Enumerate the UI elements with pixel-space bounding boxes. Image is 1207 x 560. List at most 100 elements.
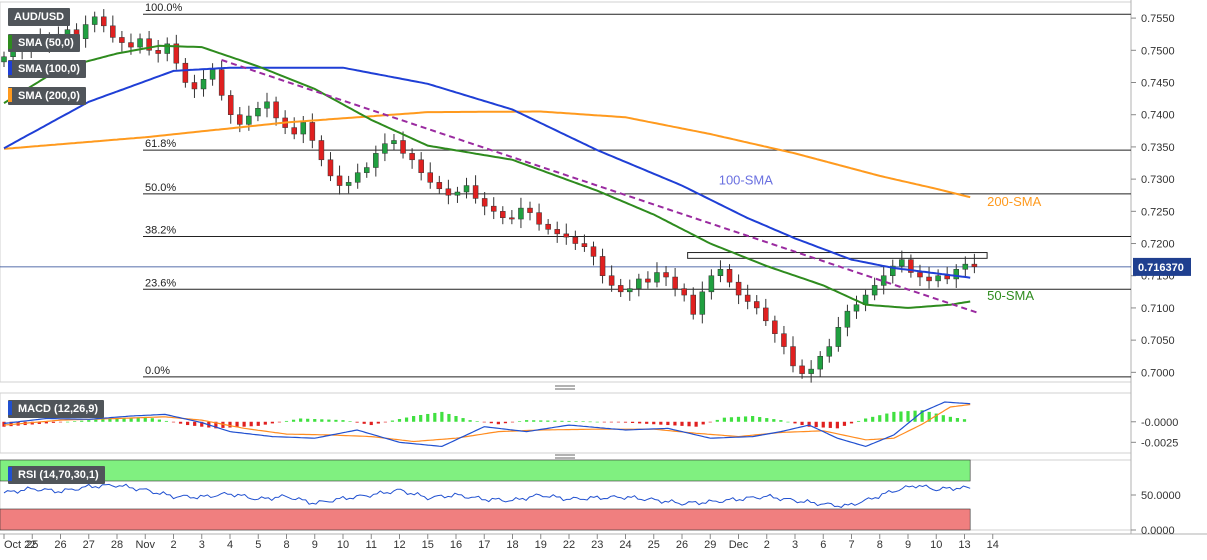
macd-histogram-bar: [623, 421, 628, 423]
candle-body: [835, 327, 842, 347]
x-tick-label: 12: [393, 539, 405, 551]
macd-histogram-bar: [397, 419, 402, 422]
x-tick-label: 25: [26, 539, 38, 551]
candle-body: [581, 243, 588, 247]
macd-histogram-bar: [334, 419, 338, 422]
instrument-label[interactable]: AUD/USD: [8, 8, 71, 26]
rsi-swatch: [8, 467, 12, 482]
resistance-zone: [687, 252, 988, 259]
candle-body: [218, 69, 225, 96]
x-tick-label: 15: [422, 539, 434, 551]
candle-body: [409, 153, 415, 161]
candle-body: [191, 82, 198, 90]
sma-annotation: 200-SMA: [987, 194, 1042, 209]
x-tick-label: 13: [958, 539, 970, 551]
x-tick-label: 4: [227, 539, 233, 551]
candle-body: [173, 43, 180, 64]
macd-histogram-bar: [164, 420, 169, 422]
macd-label[interactable]: MACD (12,26,9): [8, 400, 105, 418]
macd-histogram-bar: [758, 417, 762, 422]
macd-histogram-bar: [193, 421, 197, 426]
macd-histogram-bar: [419, 414, 423, 422]
macd-histogram-bar: [920, 410, 924, 422]
price-tick-label: 0.7050: [1141, 335, 1175, 347]
candle-body: [590, 246, 597, 257]
macd-histogram-bar: [270, 421, 274, 424]
macd-histogram-bar: [821, 421, 825, 428]
candle-body: [255, 108, 261, 117]
candle-body: [300, 122, 307, 135]
price-tick-label: 0.7250: [1141, 206, 1175, 218]
macd-histogram-bar: [284, 420, 289, 422]
fib-level-label: 23.6%: [145, 277, 176, 289]
macd-histogram-bar: [94, 419, 98, 422]
sma200-label[interactable]: SMA (200,0): [8, 87, 86, 105]
rsi-line: [3, 483, 971, 508]
macd-histogram-bar: [489, 421, 493, 424]
macd-histogram-bar: [249, 421, 253, 427]
macd-histogram-bar: [751, 416, 755, 422]
candle-body: [763, 307, 769, 322]
rsi-oversold-zone: [0, 508, 971, 531]
sma50-label[interactable]: SMA (50,0): [8, 34, 80, 52]
macd-histogram-bar: [814, 421, 818, 428]
candle-body: [563, 233, 570, 238]
macd-histogram-bar: [482, 421, 486, 423]
candle-body: [309, 122, 316, 141]
sma-annotation: 50-SMA: [987, 288, 1034, 303]
candle-body: [101, 16, 107, 27]
x-tick-label: 2: [170, 539, 176, 551]
macd-histogram-bar: [701, 421, 705, 425]
candle-body: [146, 38, 152, 51]
x-tick-label: 3: [792, 539, 798, 551]
macd-histogram-bar: [214, 421, 218, 429]
macd-histogram-bar: [369, 421, 373, 426]
macd-histogram-bar: [616, 421, 621, 423]
macd-histogram-bar: [743, 416, 748, 422]
candle-body: [182, 62, 189, 83]
macd-histogram-bar: [87, 420, 91, 422]
candle-body: [871, 285, 878, 296]
macd-histogram-bar: [546, 420, 550, 422]
macd-histogram-bar: [383, 421, 387, 423]
macd-tick-label: -0.0025: [1141, 437, 1178, 449]
candle-body: [808, 368, 814, 374]
candle-body: [690, 294, 696, 315]
candle-body: [527, 207, 533, 213]
macd-histogram-bar: [694, 421, 698, 427]
macd-histogram-bar: [73, 421, 77, 422]
fib-level-label: 100.0%: [145, 2, 183, 14]
candle-body: [291, 127, 297, 135]
price-tick-label: 0.7300: [1141, 174, 1175, 186]
macd-histogram-bar: [715, 419, 719, 422]
candle-body: [735, 281, 742, 296]
price-tick-label: 0.7100: [1141, 303, 1175, 315]
rsi-label[interactable]: RSI (14,70,30,1): [8, 466, 105, 484]
rsi-overbought-zone: [0, 459, 971, 482]
x-tick-label: 14: [987, 539, 999, 551]
macd-histogram-bar: [680, 421, 684, 426]
candle-body: [354, 172, 361, 183]
macd-histogram-bar: [772, 419, 776, 422]
x-tick-label: 6: [820, 539, 826, 551]
current-price-tag: [1133, 257, 1191, 276]
candle-body: [853, 304, 860, 312]
macd-histogram-bar: [793, 421, 797, 424]
macd-histogram-bar: [461, 418, 465, 422]
macd-histogram-bar: [150, 418, 154, 422]
macd-histogram-bar: [299, 418, 303, 422]
candle-body: [164, 43, 170, 54]
candle-body: [91, 16, 98, 25]
macd-histogram-bar: [58, 421, 63, 423]
sma100-label[interactable]: SMA (100,0): [8, 60, 86, 78]
macd-histogram-bar: [157, 419, 161, 422]
macd-swatch: [8, 401, 12, 416]
macd-histogram-bar: [433, 412, 437, 422]
price-panel-frame: [0, 1, 1132, 383]
macd-histogram-bar: [355, 421, 359, 423]
candle-body: [227, 95, 234, 115]
candle-body: [844, 310, 851, 328]
x-tick-label: 5: [255, 539, 261, 551]
macd-histogram-bar: [595, 421, 599, 423]
macd-histogram-bar: [341, 420, 345, 422]
